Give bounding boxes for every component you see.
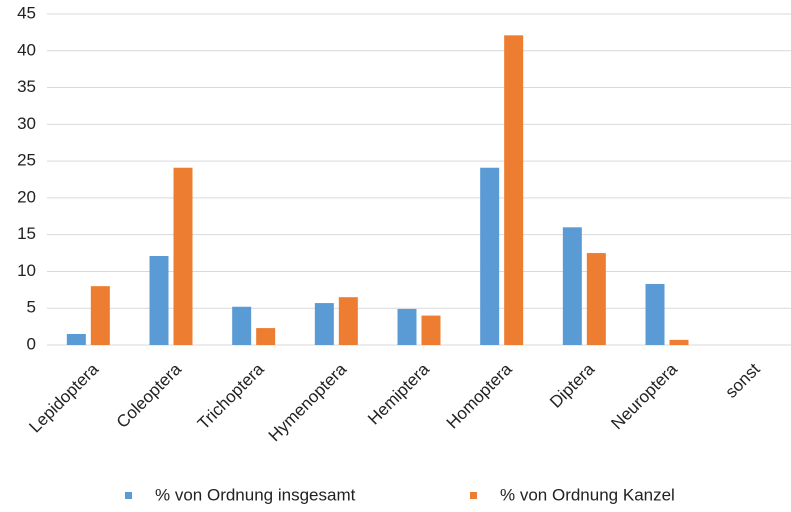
bar: [669, 339, 689, 345]
bar: [232, 306, 252, 345]
x-tick-label: Hemiptera: [364, 359, 433, 428]
bar: [645, 283, 665, 345]
legend-marker: [470, 492, 477, 499]
y-tick-label: 0: [27, 334, 36, 353]
legend-label: % von Ordnung Kanzel: [500, 485, 675, 504]
x-tick-label: Coleoptera: [113, 359, 186, 432]
bar: [314, 303, 334, 345]
bar: [256, 328, 276, 345]
bar: [338, 297, 358, 345]
y-tick-label: 40: [17, 40, 36, 59]
bar: [397, 308, 417, 345]
y-tick-label: 20: [17, 187, 36, 206]
bar: [90, 286, 110, 345]
bar: [149, 255, 169, 345]
x-tick-label: Lepidoptera: [25, 359, 102, 436]
x-tick-label: Diptera: [546, 359, 599, 412]
x-tick-label: Hymenoptera: [265, 359, 351, 445]
x-tick-label: Trichoptera: [194, 359, 268, 433]
bar: [504, 35, 524, 345]
bar: [421, 315, 441, 345]
x-tick-label: sonst: [721, 359, 763, 401]
y-tick-label: 30: [17, 114, 36, 133]
legend-label: % von Ordnung insgesamt: [155, 485, 356, 504]
x-tick-label: Neuroptera: [607, 359, 681, 433]
bar: [480, 167, 500, 345]
bar: [173, 167, 193, 345]
bar: [562, 227, 582, 345]
y-tick-label: 35: [17, 77, 36, 96]
y-tick-label: 25: [17, 151, 36, 170]
y-tick-label: 10: [17, 261, 36, 280]
bar: [66, 333, 86, 345]
bar: [586, 253, 606, 345]
y-tick-label: 15: [17, 224, 36, 243]
x-tick-label: Homoptera: [443, 359, 516, 432]
legend-marker: [125, 492, 132, 499]
y-tick-label: 5: [27, 298, 36, 317]
y-tick-label: 45: [17, 3, 36, 22]
